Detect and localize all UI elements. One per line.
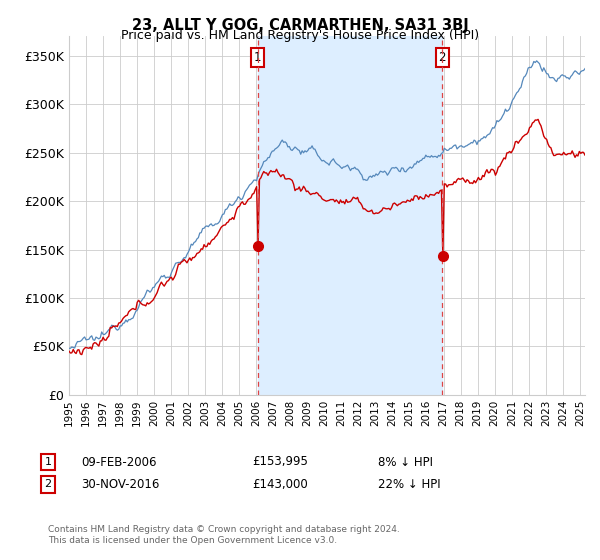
Text: 22% ↓ HPI: 22% ↓ HPI bbox=[378, 478, 440, 491]
Text: 8% ↓ HPI: 8% ↓ HPI bbox=[378, 455, 433, 469]
Text: £143,000: £143,000 bbox=[252, 478, 308, 491]
Text: 1: 1 bbox=[254, 51, 262, 64]
Text: 23, ALLT Y GOG, CARMARTHEN, SA31 3BJ: 23, ALLT Y GOG, CARMARTHEN, SA31 3BJ bbox=[131, 18, 469, 33]
Bar bbox=[257, 36, 442, 395]
Text: 2: 2 bbox=[44, 479, 52, 489]
Text: 2: 2 bbox=[439, 51, 446, 64]
Text: 09-FEB-2006: 09-FEB-2006 bbox=[81, 455, 157, 469]
Text: 1: 1 bbox=[44, 457, 52, 467]
Text: 30-NOV-2016: 30-NOV-2016 bbox=[81, 478, 160, 491]
Text: Price paid vs. HM Land Registry's House Price Index (HPI): Price paid vs. HM Land Registry's House … bbox=[121, 29, 479, 42]
Text: Contains HM Land Registry data © Crown copyright and database right 2024.
This d: Contains HM Land Registry data © Crown c… bbox=[48, 525, 400, 545]
Text: £153,995: £153,995 bbox=[252, 455, 308, 469]
